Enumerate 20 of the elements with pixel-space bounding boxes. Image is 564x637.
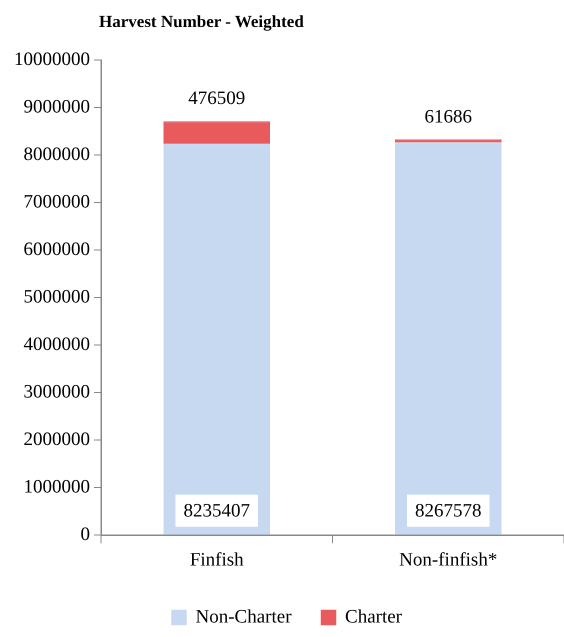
x-tick-label: Non-finfish* xyxy=(399,550,498,571)
y-tick-label: 5000000 xyxy=(24,286,90,308)
y-tick-label: 6000000 xyxy=(24,239,90,260)
x-tick-label: Finfish xyxy=(190,550,244,571)
y-tick-label: 0 xyxy=(80,524,90,546)
y-tick-label: 10000000 xyxy=(14,48,90,70)
legend-label: Charter xyxy=(345,606,403,628)
y-tick-label: 8000000 xyxy=(24,144,90,166)
y-tick-label: 3000000 xyxy=(24,382,90,403)
data-label: 8267578 xyxy=(415,500,482,522)
y-tick-label: 2000000 xyxy=(24,429,90,450)
y-tick-label: 1000000 xyxy=(24,476,90,498)
data-label: 476509 xyxy=(188,88,246,110)
y-tick-label: 4000000 xyxy=(24,334,90,356)
data-label: 61686 xyxy=(424,106,472,128)
chart-title: Harvest Number - Weighted xyxy=(99,12,304,31)
y-tick-label: 9000000 xyxy=(24,96,90,118)
legend-label: Non-Charter xyxy=(196,606,292,628)
data-label: 8235407 xyxy=(184,500,250,522)
y-tick-label: 7000000 xyxy=(24,192,90,213)
